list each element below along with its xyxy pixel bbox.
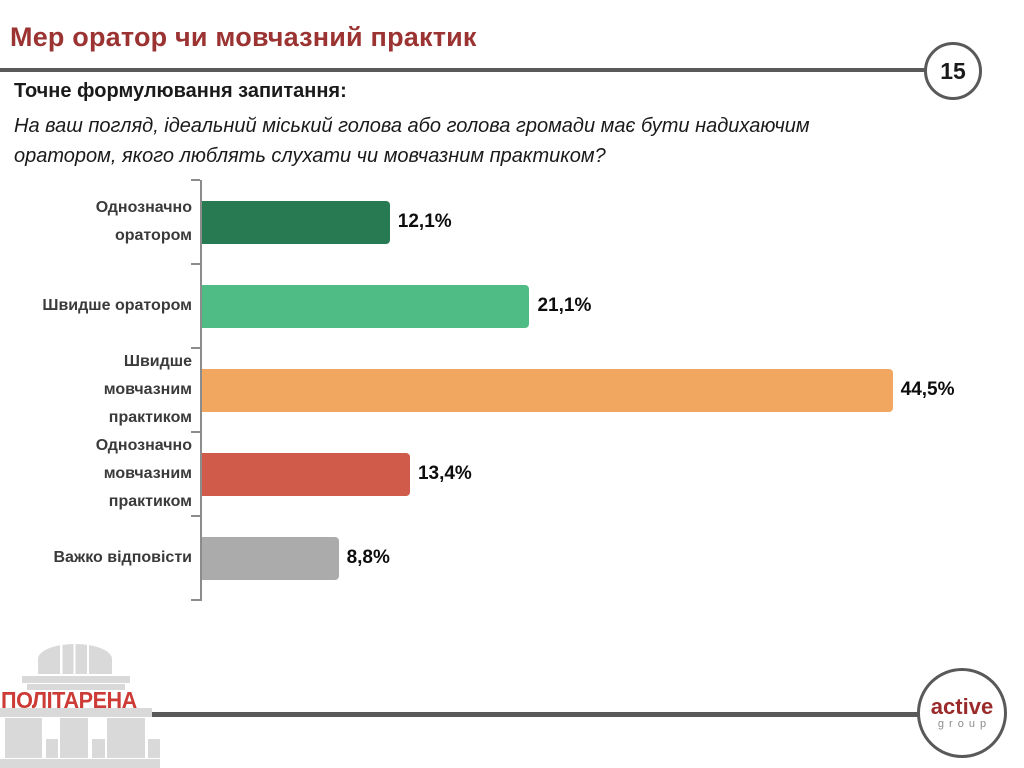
value-label: 12,1% <box>397 211 452 232</box>
chart-row: Однозначно мовчазним практиком 13,4% <box>30 431 978 516</box>
slide-title: Мер оратор чи мовчазний практик <box>10 22 477 52</box>
building-base <box>0 759 160 768</box>
chart-rows: Однозначно оратором 12,1% Швидше оратором 21… <box>30 179 978 600</box>
question-heading: Точне формулювання запитання: <box>14 80 347 102</box>
building-column <box>107 718 145 758</box>
building-band <box>27 684 125 690</box>
active-logo-word: active <box>930 694 994 719</box>
category-label: Однозначно мовчазним практиком <box>95 437 192 510</box>
building-band <box>22 676 130 683</box>
chart-row: Швидше оратором 21,1% <box>30 263 978 348</box>
building-dome-icon <box>38 644 112 674</box>
chart-row: Швидше мовчазним практиком 44,5% <box>30 347 978 432</box>
question-text-line-2: оратором, якого люблять слухати чи мовча… <box>14 145 606 167</box>
bar-2 <box>202 284 530 328</box>
building-pillar <box>92 739 105 758</box>
value-label: 44,5% <box>900 379 955 400</box>
category-label: Однозначно оратором <box>95 199 192 244</box>
group-logo-word: group <box>937 718 992 730</box>
category-label: Швидше мовчазним практиком <box>103 353 192 426</box>
page-number-badge: 15 <box>924 42 982 100</box>
value-label: 8,8% <box>346 547 390 568</box>
bar-track: 8,8% <box>191 515 978 600</box>
building-pillar <box>148 739 160 758</box>
bar-5 <box>202 536 339 580</box>
building-column <box>5 718 42 758</box>
bar-3 <box>202 368 893 412</box>
bar-track: 44,5% <box>191 347 978 432</box>
question-block: Точне формулювання запитання: На ваш пог… <box>14 80 810 171</box>
question-text-line-1: На ваш погляд, ідеальний міський голова … <box>14 115 810 137</box>
footer-divider-line <box>152 712 918 717</box>
bar-track: 12,1% <box>191 179 978 264</box>
axis-bottom-tick <box>191 599 202 601</box>
building-band <box>0 708 152 717</box>
chart-row: Однозначно оратором 12,1% <box>30 179 978 264</box>
bar-track: 21,1% <box>191 263 978 348</box>
category-label: Швидше оратором <box>42 297 192 314</box>
header-divider-line <box>0 68 928 72</box>
bar-track: 13,4% <box>191 431 978 516</box>
politarena-logo: ПОЛІТАРЕНА <box>0 644 162 768</box>
bar-chart: Однозначно оратором 12,1% Швидше оратором 21… <box>30 179 978 601</box>
value-label: 21,1% <box>537 295 592 316</box>
building-pillar <box>46 739 58 758</box>
bar-4 <box>202 452 410 496</box>
value-label: 13,4% <box>417 463 472 484</box>
page-number: 15 <box>940 57 966 84</box>
category-label: Важко відповісти <box>53 549 192 566</box>
chart-row: Важко відповісти 8,8% <box>30 515 978 600</box>
building-column <box>60 718 88 758</box>
bar-1 <box>202 200 390 244</box>
active-group-logo: active group <box>917 668 1007 758</box>
